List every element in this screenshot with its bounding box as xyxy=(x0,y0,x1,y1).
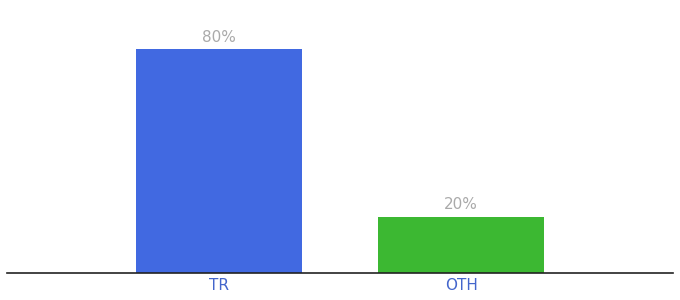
Text: 20%: 20% xyxy=(444,197,478,212)
Bar xyxy=(378,217,545,272)
Text: 80%: 80% xyxy=(202,30,236,45)
Bar xyxy=(135,49,302,272)
